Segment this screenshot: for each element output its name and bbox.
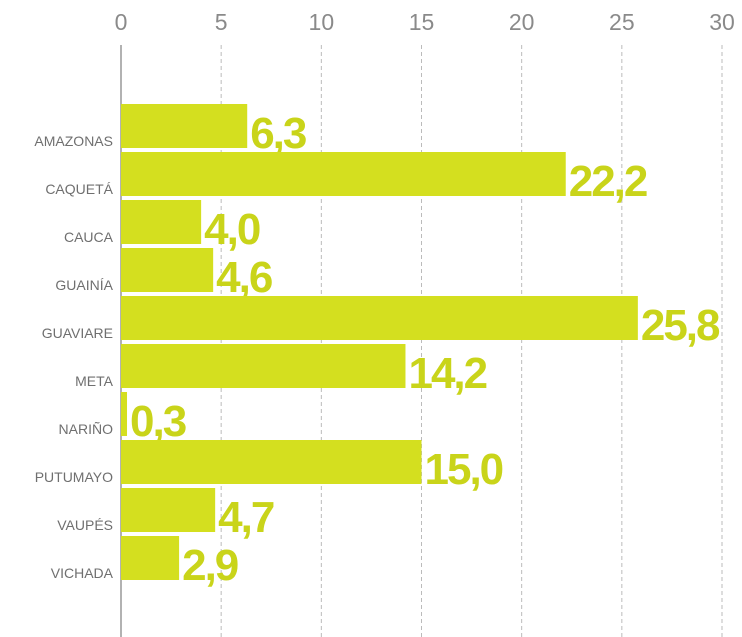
bar <box>121 344 406 388</box>
value-label: 6,3 <box>250 109 306 158</box>
category-label: VICHADA <box>51 565 114 581</box>
x-tick-label: 15 <box>409 9 435 35</box>
category-label: VAUPÉS <box>57 517 113 533</box>
value-label: 22,2 <box>569 157 647 206</box>
category-label: AMAZONAS <box>34 133 113 149</box>
value-label: 2,9 <box>182 541 238 590</box>
x-tick-label: 30 <box>709 9 735 35</box>
value-label: 25,8 <box>641 301 720 350</box>
value-label: 4,7 <box>218 493 274 542</box>
value-label: 0,3 <box>130 397 186 446</box>
category-label: PUTUMAYO <box>35 469 113 485</box>
bar <box>121 296 638 340</box>
bar <box>121 152 566 196</box>
bar <box>121 536 180 580</box>
value-label: 4,6 <box>216 253 272 302</box>
bar <box>121 440 422 484</box>
bar <box>121 248 214 292</box>
category-label: CAUCA <box>64 229 114 245</box>
bar <box>121 392 128 436</box>
category-label: META <box>75 373 114 389</box>
value-label: 4,0 <box>204 205 260 254</box>
x-tick-label: 25 <box>609 9 635 35</box>
x-tick-label: 5 <box>215 9 228 35</box>
bar <box>121 104 248 148</box>
category-label: GUAVIARE <box>42 325 113 341</box>
x-tick-label: 0 <box>115 9 128 35</box>
value-label: 14,2 <box>408 349 486 398</box>
x-tick-label: 20 <box>509 9 535 35</box>
bar <box>121 488 216 532</box>
category-label: NARIÑO <box>59 421 114 437</box>
value-label: 15,0 <box>425 445 503 494</box>
category-label: GUAINÍA <box>55 277 113 293</box>
x-tick-label: 10 <box>309 9 335 35</box>
category-label: CAQUETÁ <box>45 181 113 197</box>
bar <box>121 200 202 244</box>
